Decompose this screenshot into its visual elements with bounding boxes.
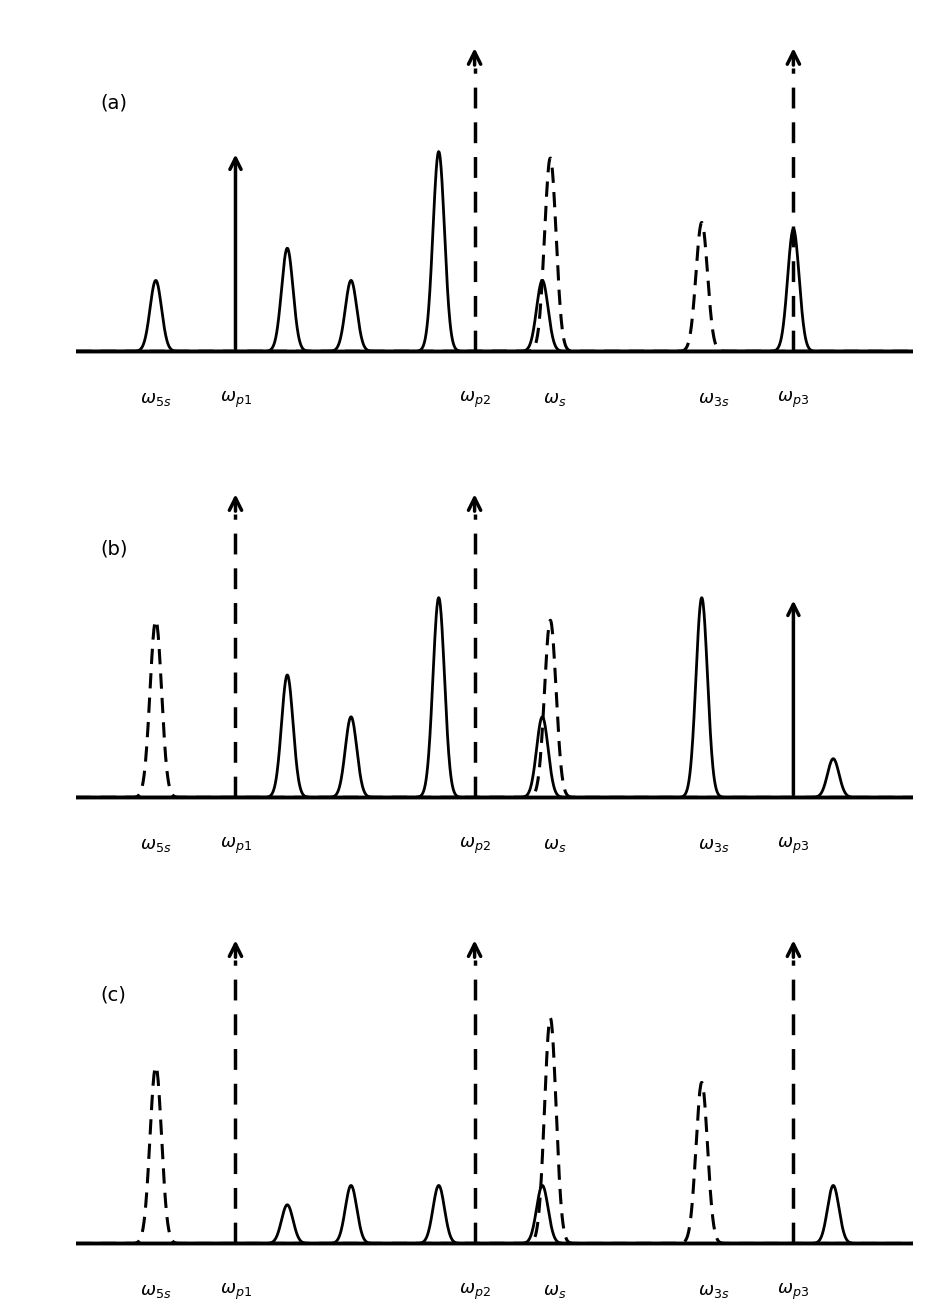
Text: $\omega_{3s}$: $\omega_{3s}$ [698,836,729,854]
Text: $\omega_{5s}$: $\omega_{5s}$ [140,836,171,854]
Text: $\omega_{3s}$: $\omega_{3s}$ [698,1282,729,1300]
Text: $\omega_{s}$: $\omega_{s}$ [543,836,566,854]
Text: (a): (a) [100,93,127,113]
Text: $\omega_{p3}$: $\omega_{p3}$ [777,1282,809,1303]
Text: $\omega_{p1}$: $\omega_{p1}$ [220,390,251,411]
Text: $\omega_{p1}$: $\omega_{p1}$ [220,1282,251,1303]
Text: $\omega_{p3}$: $\omega_{p3}$ [777,390,809,411]
Text: $\omega_{p2}$: $\omega_{p2}$ [458,836,491,857]
Text: $\omega_{5s}$: $\omega_{5s}$ [140,1282,171,1300]
Text: $\omega_{3s}$: $\omega_{3s}$ [698,390,729,408]
Text: $\omega_{p3}$: $\omega_{p3}$ [777,836,809,857]
Text: (c): (c) [100,985,126,1005]
Text: (b): (b) [100,539,127,559]
Text: $\omega_{p1}$: $\omega_{p1}$ [220,836,251,857]
Text: $\omega_{p2}$: $\omega_{p2}$ [458,1282,491,1303]
Text: $\omega_{p2}$: $\omega_{p2}$ [458,390,491,411]
Text: $\omega_{5s}$: $\omega_{5s}$ [140,390,171,408]
Text: $\omega_{s}$: $\omega_{s}$ [543,390,566,408]
Text: $\omega_{s}$: $\omega_{s}$ [543,1282,566,1300]
